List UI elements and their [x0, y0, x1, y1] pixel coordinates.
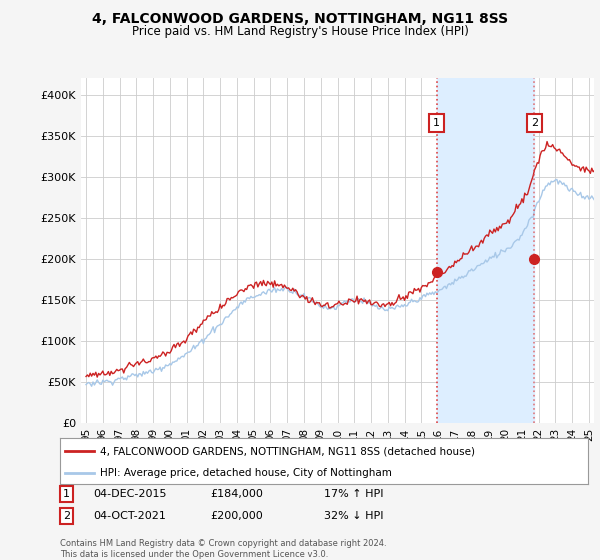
- Text: 2: 2: [531, 118, 538, 128]
- Text: 4, FALCONWOOD GARDENS, NOTTINGHAM, NG11 8SS: 4, FALCONWOOD GARDENS, NOTTINGHAM, NG11 …: [92, 12, 508, 26]
- Text: 4, FALCONWOOD GARDENS, NOTTINGHAM, NG11 8SS (detached house): 4, FALCONWOOD GARDENS, NOTTINGHAM, NG11 …: [100, 446, 475, 456]
- Text: 32% ↓ HPI: 32% ↓ HPI: [324, 511, 383, 521]
- Text: £184,000: £184,000: [210, 489, 263, 499]
- Text: 04-DEC-2015: 04-DEC-2015: [93, 489, 167, 499]
- Text: Price paid vs. HM Land Registry's House Price Index (HPI): Price paid vs. HM Land Registry's House …: [131, 25, 469, 38]
- Text: 04-OCT-2021: 04-OCT-2021: [93, 511, 166, 521]
- Text: HPI: Average price, detached house, City of Nottingham: HPI: Average price, detached house, City…: [100, 468, 391, 478]
- Text: 17% ↑ HPI: 17% ↑ HPI: [324, 489, 383, 499]
- Bar: [437, 78, 535, 423]
- Text: 2: 2: [63, 511, 70, 521]
- Text: Contains HM Land Registry data © Crown copyright and database right 2024.
This d: Contains HM Land Registry data © Crown c…: [60, 539, 386, 559]
- Text: 1: 1: [63, 489, 70, 499]
- Text: £200,000: £200,000: [210, 511, 263, 521]
- Text: 1: 1: [433, 118, 440, 128]
